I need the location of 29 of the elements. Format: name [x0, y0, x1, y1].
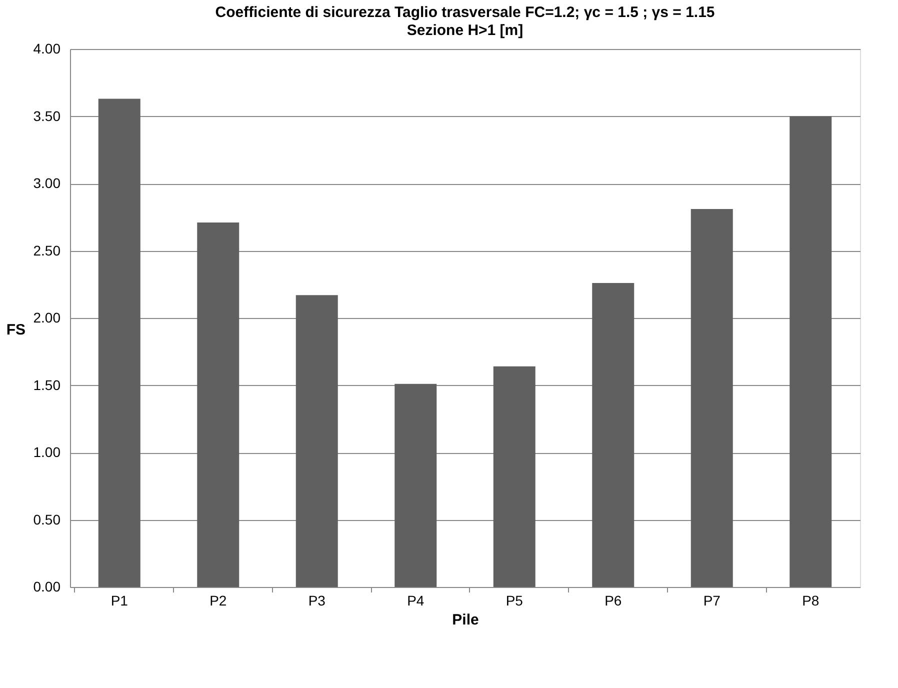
- chart-subtitle: Sezione H>1 [m]: [406, 22, 524, 39]
- x-tick-label: P3: [308, 592, 326, 608]
- y-tick-label: 0.50: [33, 511, 61, 528]
- x-tick-label: P8: [802, 592, 820, 608]
- x-tick-label: P1: [110, 592, 128, 608]
- x-tick-label: P5: [506, 592, 524, 608]
- bar: [493, 366, 536, 587]
- y-tick-label: 3.50: [33, 108, 61, 124]
- chart-title: Coefficiente di sicurezza Taglio trasversale FC=1.2; γc = 1.5 ; γs = 1.15: [215, 4, 715, 21]
- y-tick-label: 2.00: [33, 310, 61, 326]
- bar: [197, 222, 240, 587]
- bar: [690, 209, 733, 587]
- x-tick-label: P2: [210, 592, 227, 608]
- x-tick-label: P4: [407, 592, 424, 608]
- x-tick-label: P7: [703, 592, 721, 608]
- y-tick-label: 1.00: [33, 444, 61, 460]
- x-tick-label: P6: [604, 592, 622, 608]
- bar: [592, 283, 634, 587]
- y-axis-title: FS: [6, 322, 26, 338]
- y-tick-label: 0.00: [33, 578, 61, 594]
- bar: [394, 384, 437, 587]
- y-tick-label: 2.50: [33, 242, 61, 258]
- bar: [296, 295, 338, 587]
- y-tick-label: 4.00: [33, 40, 61, 56]
- bar: [790, 116, 832, 587]
- bar: [98, 98, 140, 587]
- x-axis-title: Pile: [452, 612, 479, 628]
- y-tick-label: 3.00: [33, 175, 61, 191]
- y-tick-label: 1.50: [33, 376, 61, 393]
